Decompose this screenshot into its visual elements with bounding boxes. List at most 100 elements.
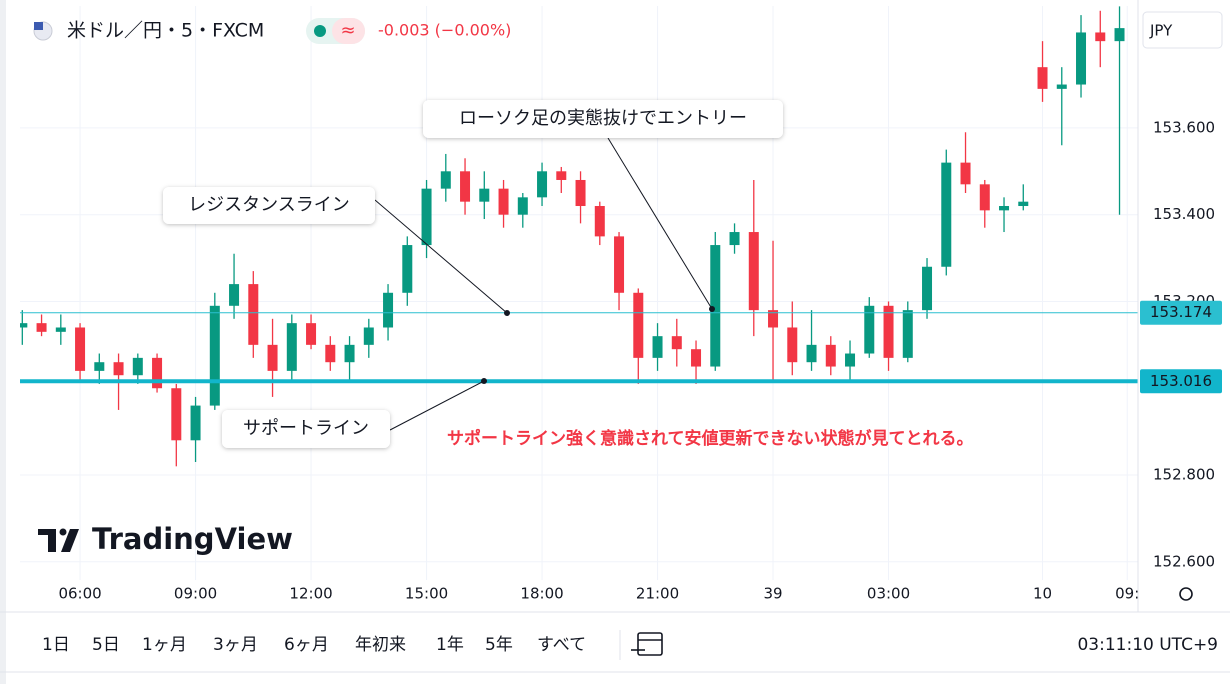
calendar-icon[interactable] — [631, 632, 663, 656]
range-button[interactable]: 1日 — [42, 635, 70, 655]
x-tick-label: 18:00 — [520, 585, 563, 603]
overlay: 152.600152.800153.200153.400153.60006:00… — [20, 100, 1222, 603]
currency-button[interactable] — [1142, 11, 1223, 49]
clock: 03:11:10 UTC+9 — [1077, 635, 1218, 655]
candle-body — [999, 206, 1010, 211]
candle-body — [171, 388, 182, 441]
candle-body — [1056, 84, 1067, 89]
range-button[interactable]: 5日 — [92, 635, 120, 655]
candle-body — [75, 327, 86, 371]
x-tick-label: 12:00 — [289, 585, 332, 603]
candle-body — [671, 336, 682, 350]
price-label: 153.174 — [1150, 303, 1212, 321]
candle-body — [806, 344, 817, 363]
tv-logo — [38, 528, 79, 552]
x-tick-label: 06:00 — [58, 585, 101, 603]
price-label-box — [1140, 300, 1222, 325]
y-tick-label: 152.600 — [1153, 552, 1215, 570]
candle-body — [325, 344, 336, 363]
candle-body — [460, 171, 471, 202]
candle-body — [941, 162, 952, 267]
y-tick-label: 153.400 — [1153, 205, 1215, 223]
candle-body — [864, 305, 875, 354]
candle-body — [691, 349, 702, 367]
candle-body — [306, 323, 317, 345]
x-tick-label: 15:00 — [405, 585, 448, 603]
candle-body — [1076, 32, 1087, 85]
callout-point — [504, 310, 510, 316]
range-button[interactable]: 1ヶ月 — [142, 635, 187, 655]
note: サポートライン強く意識されて安値更新できない状態が見てとれる。 — [447, 428, 974, 449]
range-button[interactable]: 6ヶ月 — [284, 635, 329, 655]
left-edge — [0, 0, 6, 684]
callout-point — [709, 306, 715, 312]
x-tick-label: 10 — [1033, 585, 1052, 603]
candle-body — [748, 232, 759, 311]
x-tick-label: 21:00 — [636, 585, 679, 603]
candle-body — [1018, 201, 1029, 207]
candle-body — [421, 188, 432, 246]
status-dot — [314, 25, 326, 37]
price-label-box — [1140, 369, 1222, 394]
watermark: TradingView — [92, 522, 293, 556]
candle-body — [825, 344, 836, 367]
candle-body — [36, 323, 47, 332]
candle-body — [94, 362, 105, 371]
x-tick-label: 39 — [763, 585, 782, 603]
callout-box — [163, 187, 375, 224]
range-button[interactable]: 3ヶ月 — [213, 635, 258, 655]
candle-body — [883, 305, 894, 358]
callout-box — [423, 100, 783, 138]
y-tick-label: 152.800 — [1153, 466, 1215, 484]
price-change: -0.003 (−0.00%) — [378, 21, 511, 40]
symbol: 米ドル／円・5・FXCM — [67, 20, 264, 42]
callout-point — [481, 378, 487, 384]
candle-body — [344, 344, 355, 363]
range-button[interactable]: 1年 — [436, 635, 464, 655]
candle-body — [286, 323, 297, 371]
x-tick-label: 09: — [1115, 585, 1139, 603]
candle-body — [922, 266, 933, 311]
candle-body — [152, 357, 163, 389]
candle-body — [575, 179, 586, 207]
callout-box — [222, 410, 390, 448]
candle-body — [229, 284, 240, 306]
candle-body — [248, 284, 259, 345]
callout-text: サポートライン — [243, 418, 369, 439]
callout-text: ローソク足の実態抜けでエントリー — [459, 108, 747, 129]
candle-body — [209, 305, 220, 406]
candle-body — [190, 405, 201, 441]
candle-body — [1095, 32, 1106, 42]
candle-body — [113, 362, 124, 376]
candle-body — [1037, 67, 1048, 89]
candle-body — [402, 245, 413, 293]
range-button[interactable]: 5年 — [485, 635, 513, 655]
price-label: 153.016 — [1150, 372, 1212, 390]
callout-text: レジスタンスライン — [188, 195, 350, 216]
candle-body — [902, 310, 913, 358]
status-badge — [332, 18, 365, 44]
settings-icon[interactable] — [1179, 587, 1193, 601]
candle-body — [787, 327, 798, 363]
candle-body — [55, 327, 66, 332]
x-tick-label: 09:00 — [174, 585, 217, 603]
range-button[interactable]: 年初来 — [355, 635, 406, 655]
candle-body — [556, 171, 567, 180]
candle-body — [710, 245, 721, 367]
candle-body — [979, 184, 990, 211]
candle-body — [652, 336, 663, 358]
candle-body — [363, 327, 374, 345]
candle-body — [768, 310, 779, 328]
y-tick-label: 153.600 — [1153, 118, 1215, 136]
candle-body — [383, 292, 394, 328]
indicator: ≈ — [340, 20, 355, 41]
candle-body — [267, 344, 278, 371]
range-button[interactable]: すべて — [537, 635, 586, 655]
candle-body — [594, 206, 605, 237]
candle-body — [132, 357, 143, 376]
flag-icon — [34, 22, 43, 30]
candle-body — [440, 171, 451, 189]
candle-body — [633, 292, 644, 358]
callout-line — [607, 137, 713, 310]
